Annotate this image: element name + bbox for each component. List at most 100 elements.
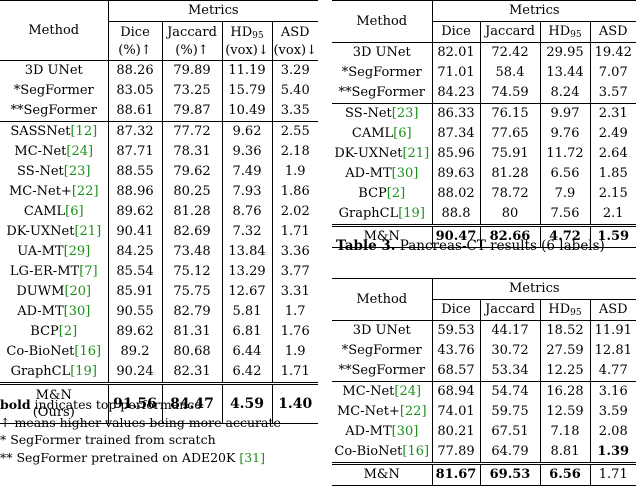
dice-cell: 90.41: [108, 222, 163, 242]
dice-cell: 74.01: [432, 402, 481, 422]
hd95-cell: 9.76: [540, 124, 591, 144]
asd-cell: 1.71: [280, 224, 310, 239]
method-cell: Co-BioNet[16]: [0, 342, 109, 362]
hd95-cell: 9.62: [222, 121, 273, 142]
method-name: SS-Net: [345, 106, 392, 121]
citation-link[interactable]: [23]: [391, 106, 419, 121]
citation-link[interactable]: [30]: [391, 424, 419, 439]
method-name: *SegFormer: [13, 83, 94, 98]
method-cell: SASSNet[12]: [0, 121, 109, 142]
asd-cell: 1.86: [280, 184, 310, 199]
jaccard-cell: 79.87: [162, 101, 223, 122]
header-jaccard: Jaccard: [480, 299, 541, 321]
table-row: CAML[6] 87.34 77.65 9.76 2.49: [332, 124, 636, 144]
citation-link[interactable]: [24]: [66, 144, 94, 159]
table-row: 3D UNet 88.26 79.89 11.19 3.29: [0, 60, 318, 81]
citation-link[interactable]: [7]: [79, 264, 98, 279]
citation-link[interactable]: [16]: [74, 344, 102, 359]
header-hd95: HD95 (vox)↓: [222, 21, 273, 61]
citation-link[interactable]: [2]: [386, 186, 406, 201]
citation-link[interactable]: [6]: [393, 126, 412, 141]
table-row: AD-MT[30] 90.55 82.79 5.81 1.7: [0, 302, 318, 322]
hd95-cell: 7.49: [222, 162, 273, 182]
asd-cell: 2.18: [280, 144, 310, 159]
table-row: DK-UXNet[21] 85.96 75.91 11.72 2.64: [332, 144, 636, 164]
hd95-cell: 16.28: [540, 381, 591, 402]
jaccard-cell: 44.17: [480, 320, 541, 341]
dice-cell: 84.25: [108, 242, 163, 262]
asd-cell: 7.07: [598, 65, 628, 80]
jaccard-cell: 73.48: [162, 242, 223, 262]
method-cell: CAML[6]: [332, 124, 433, 144]
table-right-top: Method Metrics Dice Jaccard HD95 ASD 3D …: [332, 0, 636, 248]
table-row: DUWM[20] 85.91 75.75 12.67 3.31: [0, 282, 318, 302]
table-row: BCP[2] 88.02 78.72 7.9 2.15: [332, 184, 636, 204]
dice-cell: 88.61: [108, 101, 163, 122]
hd95-cell: 6.56: [540, 462, 591, 486]
citation-link[interactable]: [29]: [63, 244, 91, 259]
method-cell: M&N: [332, 462, 433, 486]
table-row: *SegFormer 83.05 73.25 15.79 5.40: [0, 81, 318, 101]
asd-cell: 2.02: [280, 204, 310, 219]
header-dice: Dice (%)↑: [108, 21, 163, 61]
method-name: Co-BioNet: [334, 444, 403, 459]
citation-link[interactable]: [12]: [70, 124, 98, 139]
table-row: MC-Net[24] 87.71 78.31 9.36 2.18: [0, 142, 318, 162]
dice-cell: 90.24: [108, 362, 163, 384]
table-row-ours: M&N 81.67 69.53 6.56 1.71: [332, 462, 636, 486]
hd95-cell: 10.49: [222, 101, 273, 122]
hd95-cell: 11.72: [540, 144, 591, 164]
asd-cell: 1.7: [284, 304, 306, 319]
hd95-cell: 8.76: [222, 202, 273, 222]
asd-cell: 2.31: [590, 103, 636, 124]
method-cell: SS-Net[23]: [332, 103, 433, 124]
header-asd: ASD: [598, 24, 628, 39]
citation-link[interactable]: [6]: [65, 204, 84, 219]
citation-link[interactable]: [30]: [63, 304, 91, 319]
method-name: MC-Net: [342, 384, 395, 399]
method-name: Co-BioNet: [6, 344, 75, 359]
dice-cell: 87.71: [108, 142, 163, 162]
hd95-cell: 13.84: [222, 242, 273, 262]
method-cell: 3D UNet: [0, 60, 109, 81]
dice-cell: 80.21: [432, 422, 481, 442]
citation-link[interactable]: [23]: [63, 164, 91, 179]
citation-link[interactable]: [30]: [391, 166, 419, 181]
dice-cell: 88.55: [108, 162, 163, 182]
method-cell: MC-Net[24]: [0, 142, 109, 162]
jaccard-cell: 54.74: [480, 381, 541, 402]
table-row: *SegFormer 43.76 30.72 27.59 12.81: [332, 341, 636, 361]
method-name: 3D UNet: [352, 323, 411, 338]
jaccard-cell: 80: [480, 204, 541, 226]
asd-cell: 1.85: [598, 166, 628, 181]
jaccard-cell: 30.72: [480, 341, 541, 361]
header-jaccard: Jaccard: [480, 21, 541, 43]
citation-link[interactable]: [20]: [64, 284, 92, 299]
asd-cell: 3.57: [598, 85, 628, 100]
citation-link[interactable]: [2]: [58, 324, 78, 339]
table-row: AD-MT[30] 89.63 81.28 6.56 1.85: [332, 164, 636, 184]
citation-link[interactable]: [24]: [394, 384, 422, 399]
citation-link[interactable]: [16]: [402, 444, 430, 459]
dice-cell: 83.05: [108, 81, 163, 101]
method-name: MC-Net: [14, 144, 67, 159]
jaccard-cell: 58.4: [480, 63, 541, 83]
method-name: MC-Net+: [336, 404, 400, 419]
citation-link[interactable]: [19]: [398, 206, 425, 221]
asd-cell: 3.36: [280, 244, 310, 259]
dice-cell: 91.56: [108, 382, 163, 424]
asd-cell: 3.29: [272, 60, 318, 81]
jaccard-cell: 81.31: [162, 322, 223, 342]
citation-link[interactable]: [21]: [74, 224, 102, 239]
method-cell: AD-MT[30]: [332, 164, 433, 184]
hd95-cell: 6.44: [222, 342, 273, 362]
hd95-cell: 9.36: [222, 142, 273, 162]
asd-cell: 19.42: [590, 42, 636, 63]
table-row: Co-BioNet[16] 89.2 80.68 6.44 1.9: [0, 342, 318, 362]
citation-link[interactable]: [21]: [402, 146, 430, 161]
citation-link[interactable]: [19]: [70, 364, 97, 379]
citation-link[interactable]: [22]: [399, 404, 427, 419]
table-row: SS-Net[23] 86.33 76.15 9.97 2.31: [332, 103, 636, 124]
citation-link[interactable]: [22]: [71, 184, 99, 199]
method-cell: **SegFormer: [0, 101, 109, 122]
